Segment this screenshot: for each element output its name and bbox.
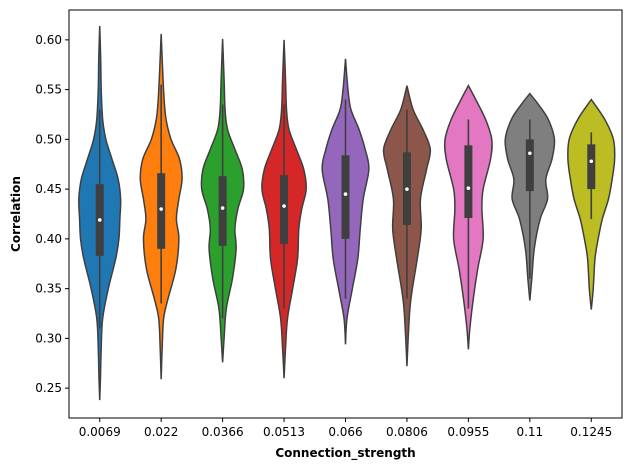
y-tick-label: 0.55 <box>35 83 62 97</box>
violin-0.11 <box>504 92 556 301</box>
y-tick-label: 0.25 <box>35 381 62 395</box>
violin-0.0069 <box>78 25 122 401</box>
x-tick-label: 0.0806 <box>386 425 428 439</box>
violin-iqr-box <box>157 173 166 249</box>
violin-iqr-box <box>587 144 596 190</box>
violin-0.066 <box>321 58 370 345</box>
violin-median-dot <box>343 192 348 196</box>
violin-median-dot <box>97 218 102 222</box>
x-tick-label: 0.0955 <box>447 425 489 439</box>
violin-0.022 <box>139 33 183 380</box>
violin-median-dot <box>159 207 163 211</box>
x-tick-label: 0.11 <box>516 425 543 439</box>
x-tick-label: 0.066 <box>328 425 362 439</box>
x-tick-label: 0.0366 <box>202 425 244 439</box>
violin-median-dot <box>405 187 409 191</box>
violin-median-dot <box>282 204 286 208</box>
violin-median-dot <box>466 186 471 190</box>
y-axis: 0.25 0.30 0.35 0.40 0.45 0.50 0.55 0.60 <box>35 33 69 395</box>
violin-iqr-box <box>218 176 227 246</box>
y-axis-label: Correlation <box>9 176 23 252</box>
y-tick-label: 0.30 <box>35 331 62 345</box>
y-tick-label: 0.50 <box>35 132 62 146</box>
x-tick-label: 0.0069 <box>79 425 121 439</box>
violin-0.0513 <box>261 39 307 379</box>
violin-iqr-box <box>525 139 534 192</box>
violin-0.0806 <box>382 85 432 367</box>
x-tick-label: 0.1245 <box>570 425 612 439</box>
violin-0.1245 <box>567 98 616 310</box>
violin-iqr-box <box>464 145 473 218</box>
y-tick-label: 0.35 <box>35 282 62 296</box>
violin-iqr-box <box>341 155 350 239</box>
violin-median-dot <box>220 206 225 210</box>
violin-iqr-box <box>280 175 289 244</box>
violin-0.0366 <box>200 38 245 363</box>
violins-layer <box>78 25 616 401</box>
x-tick-label: 0.0513 <box>263 425 305 439</box>
violin-median-dot <box>589 159 594 164</box>
x-tick-label: 0.022 <box>144 425 178 439</box>
y-tick-label: 0.40 <box>35 232 62 246</box>
x-axis: 0.0069 0.022 0.0366 0.0513 0.066 0.0806 0.0955… <box>79 418 612 439</box>
x-axis-label: Connection_strength <box>275 446 415 461</box>
y-tick-label: 0.45 <box>35 182 62 196</box>
violin-median-dot <box>528 151 532 156</box>
violin-0.0955 <box>443 84 493 350</box>
y-tick-label: 0.60 <box>35 33 62 47</box>
